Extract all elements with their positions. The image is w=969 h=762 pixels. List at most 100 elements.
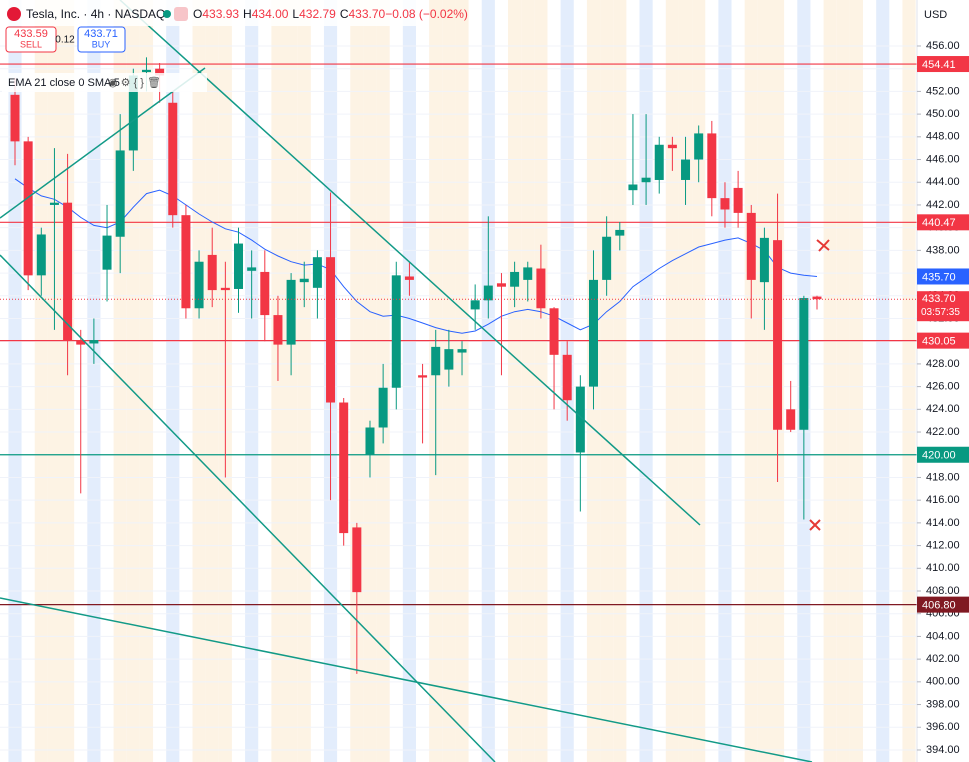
y-tick-label: 404.00: [926, 630, 960, 642]
session-band: [508, 0, 522, 762]
session-band: [297, 0, 311, 762]
candle-body: [799, 298, 809, 430]
candle-body: [128, 75, 138, 151]
level-label: 420.00: [922, 450, 956, 462]
candle-body: [89, 340, 99, 344]
logo: [7, 7, 21, 21]
session-band: [245, 0, 259, 762]
candle-body: [496, 283, 506, 287]
candle-body: [273, 315, 283, 345]
candle-body: [299, 278, 309, 283]
candle-body: [733, 187, 743, 213]
candle-body: [207, 254, 217, 291]
trend-lines: [0, 0, 813, 762]
candle-body: [641, 177, 651, 183]
x-marks: [809, 239, 830, 531]
y-tick-label: 446.00: [926, 153, 960, 165]
y-tick-label: 418.00: [926, 471, 960, 483]
candle-body: [234, 243, 244, 289]
candle-body: [549, 308, 559, 355]
session-band: [47, 0, 62, 762]
candle-body: [194, 261, 204, 309]
y-tick-label: 448.00: [926, 131, 960, 143]
session-band: [744, 0, 758, 762]
candle-body: [36, 234, 46, 276]
ohlc-value: −0.08 (−0.02%): [385, 7, 468, 21]
currency: USD: [924, 9, 947, 21]
session-band: [836, 0, 850, 762]
level-tag: [917, 214, 969, 231]
y-tick-label: 394.00: [926, 744, 960, 756]
x-mark: [809, 519, 821, 531]
session-band: [284, 0, 298, 762]
trend-line: [0, 67, 206, 219]
candle-body: [588, 279, 598, 387]
candle-body: [326, 257, 336, 403]
level-label: 440.47: [922, 217, 956, 229]
candle-body: [378, 387, 388, 428]
candle-body: [681, 159, 691, 180]
session-band: [126, 0, 140, 762]
legend: Tesla, Inc. · 4h · NASDAQ O433.93 H434.00…: [0, 0, 468, 92]
candle-body: [220, 287, 230, 291]
trend-line: [0, 597, 813, 762]
y-tick-label: 450.00: [926, 108, 960, 120]
level-label: 406.80: [922, 600, 956, 612]
ohlc-value: 434.00: [252, 7, 289, 21]
y-tick-label: 396.00: [926, 721, 960, 733]
candle-body: [510, 271, 520, 287]
candle-body: [720, 198, 730, 210]
spread: 0.12: [55, 35, 75, 46]
price-axis: USD 456.00454.00452.00450.00448.00446.00…: [916, 0, 969, 762]
level-tag: [917, 56, 969, 73]
candle-body: [247, 267, 257, 271]
ohlc-key: L: [292, 7, 299, 21]
candle-body: [312, 257, 322, 288]
session-band: [521, 0, 535, 762]
indicator-background: [2, 73, 207, 92]
candle-body: [23, 141, 33, 276]
session-band: [8, 0, 22, 762]
countdown: 03:57:35: [921, 307, 960, 318]
candle-body: [155, 68, 165, 76]
y-tick-label: 398.00: [926, 698, 960, 710]
session-band: [192, 0, 206, 762]
y-tick-label: 400.00: [926, 676, 960, 688]
candle-body: [707, 133, 717, 199]
candle-body: [141, 69, 151, 73]
indicator-icons[interactable]: ◉ ⚙ { } 🗑: [108, 76, 161, 89]
session-band: [363, 0, 377, 762]
session-band: [849, 0, 864, 762]
y-tick-label: 422.00: [926, 426, 960, 438]
y-tick-label: 414.00: [926, 517, 960, 529]
session-band: [665, 0, 679, 762]
level-label: 430.05: [922, 336, 956, 348]
session-band: [455, 0, 469, 762]
candle-body: [654, 144, 664, 180]
candle-body: [523, 267, 533, 280]
candle-body: [115, 150, 125, 237]
session-band: [718, 0, 732, 762]
session-band: [823, 0, 837, 762]
session-band: [600, 0, 614, 762]
candle-body: [812, 296, 822, 300]
sell-button[interactable]: [5, 26, 57, 53]
ohlc-key: C: [340, 7, 349, 21]
status-badge: [174, 7, 188, 21]
candle-body: [457, 349, 467, 353]
candle-body: [536, 268, 546, 309]
ohlc-key: H: [243, 7, 252, 21]
candle-body: [694, 133, 704, 160]
candle-body: [602, 236, 612, 280]
y-tick-label: 452.00: [926, 85, 960, 97]
plot: [0, 57, 917, 674]
candle-body: [168, 102, 178, 216]
sell-label: SELL: [20, 39, 42, 49]
indicator-label[interactable]: EMA 21 close 0 SMA 5: [8, 77, 120, 89]
candle-body: [102, 235, 112, 270]
ema-line: [14, 178, 818, 334]
level-label: 454.41: [922, 59, 956, 71]
candle-body: [181, 215, 191, 309]
buy-button[interactable]: [77, 26, 126, 53]
